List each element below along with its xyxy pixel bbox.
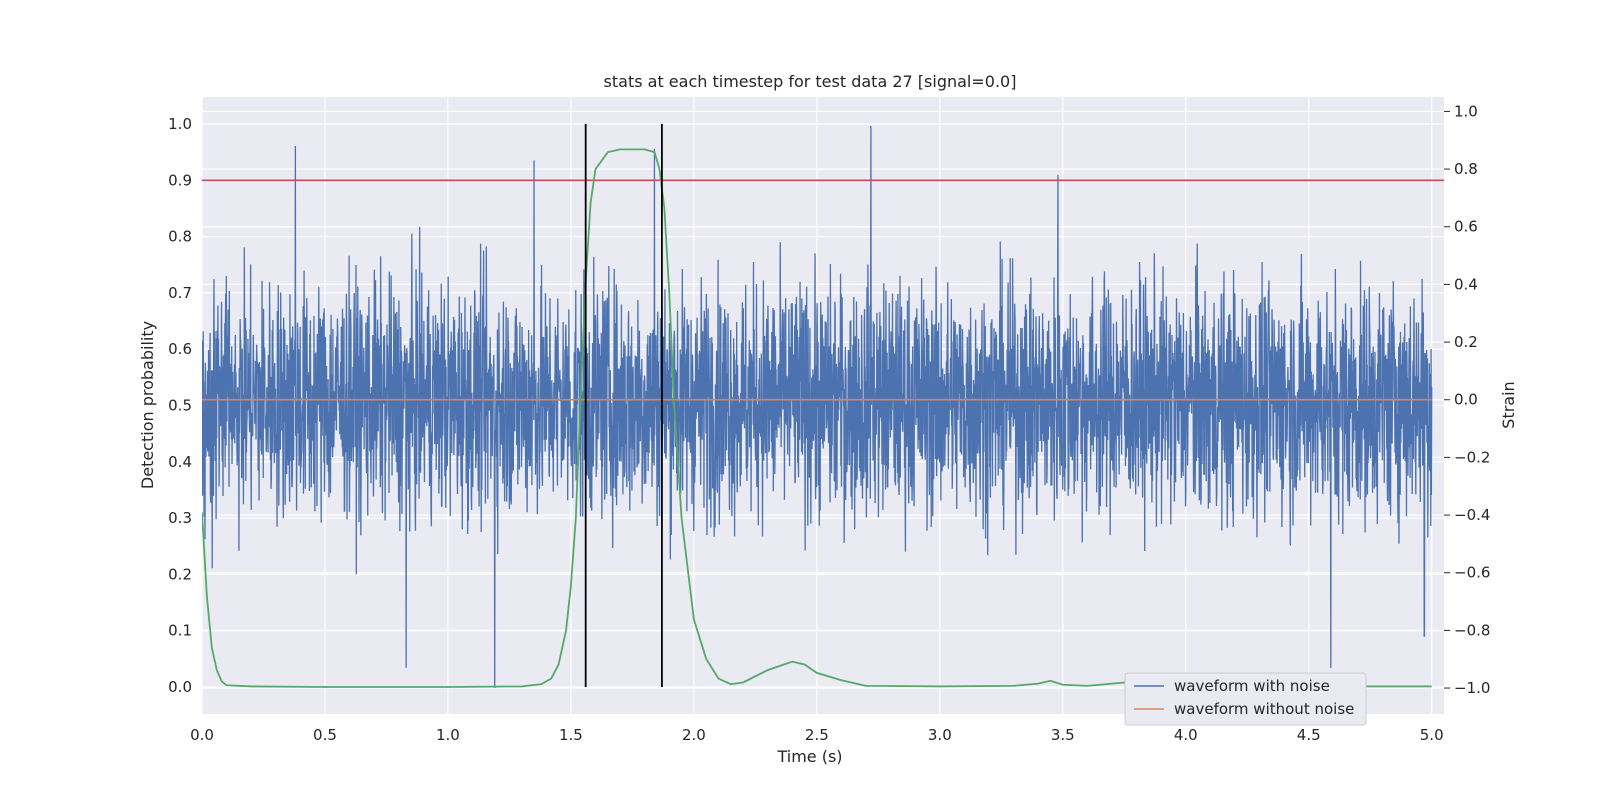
series-line-waveform-with-noise (202, 125, 1433, 689)
legend-label-clean: waveform without noise (1174, 700, 1354, 718)
legend-label-noise: waveform with noise (1174, 677, 1330, 695)
x-tick-label: 4.5 (1297, 726, 1321, 744)
y-left-tick-label: 0.8 (168, 228, 192, 246)
y-right-tick-label: 0.6 (1454, 218, 1478, 236)
legend: waveform with noise waveform without noi… (1124, 672, 1367, 726)
legend-box (1124, 672, 1367, 726)
x-tick-label: 5.0 (1420, 726, 1444, 744)
series-layer (202, 124, 1444, 689)
x-tick-label: 1.5 (559, 726, 583, 744)
y-right-tick-label: 0.2 (1454, 333, 1478, 351)
y-left-tick-label: 0.9 (168, 171, 192, 189)
y-axis-right-label: Strain (1499, 381, 1518, 428)
y-axis-left: 0.0 0.1 0.2 0.3 0.4 0.5 0.6 0.7 0.8 0.9 1.0 (168, 115, 192, 696)
series-line-detection-probability (202, 148, 1432, 688)
y-axis-left-label: Detection probability (138, 321, 157, 489)
x-tick-label: 1.0 (436, 726, 460, 744)
x-tick-label: 0.0 (190, 726, 214, 744)
y-right-tick-label: 0.4 (1454, 275, 1478, 293)
x-tick-label: 2.0 (682, 726, 706, 744)
y-right-tick-label: −0.2 (1454, 448, 1490, 466)
x-axis-label: Time (s) (776, 747, 842, 766)
y-right-tick-label: −1.0 (1454, 679, 1490, 697)
x-tick-label: 4.0 (1174, 726, 1198, 744)
x-tick-label: 0.5 (313, 726, 337, 744)
y-axis-right: −1.0 −0.8 −0.6 −0.4 −0.2 0.0 0.2 0.4 0.6 0.8 1.0 (1444, 102, 1490, 697)
y-left-tick-label: 0.3 (168, 509, 192, 527)
y-left-tick-label: 1.0 (168, 115, 192, 133)
x-tick-label: 3.5 (1051, 726, 1075, 744)
y-right-tick-label: 0.8 (1454, 160, 1478, 178)
chart-title: stats at each timestep for test data 27 … (604, 72, 1017, 91)
y-left-tick-label: 0.2 (168, 565, 192, 583)
x-tick-label: 2.5 (805, 726, 829, 744)
y-left-tick-label: 0.6 (168, 340, 192, 358)
y-left-tick-label: 0.1 (168, 622, 192, 640)
x-tick-label: 3.0 (928, 726, 952, 744)
y-left-tick-label: 0.4 (168, 453, 192, 471)
y-left-tick-label: 0.7 (168, 284, 192, 302)
y-right-tick-label: 1.0 (1454, 102, 1478, 120)
y-left-tick-label: 0.0 (168, 678, 192, 696)
y-right-tick-label: −0.8 (1454, 621, 1490, 639)
y-right-tick-label: −0.4 (1454, 506, 1490, 524)
y-left-tick-label: 0.5 (168, 397, 192, 415)
y-right-tick-label: 0.0 (1454, 391, 1478, 409)
x-axis: 0.0 0.5 1.0 1.5 2.0 2.5 3.0 3.5 4.0 4.5 5.0 (190, 726, 1444, 744)
y-right-tick-label: −0.6 (1454, 564, 1490, 582)
